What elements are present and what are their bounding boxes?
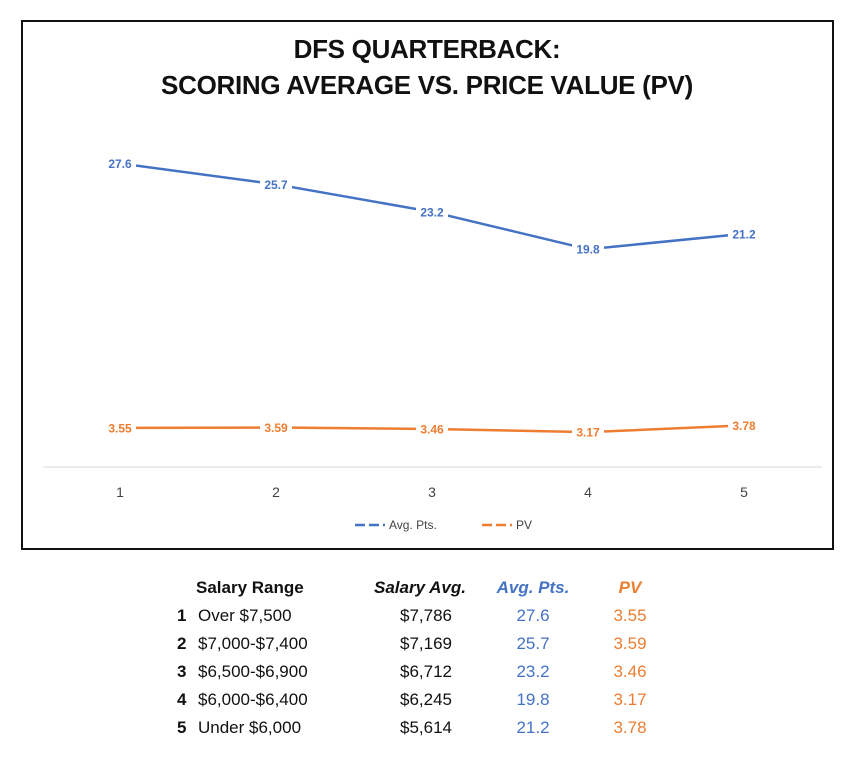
row-avg-pts: 21.2 (516, 718, 550, 737)
row-salary-range: $6,000-$6,400 (198, 690, 308, 709)
row-salary-avg: $6,712 (400, 662, 452, 681)
row-salary-avg: $6,245 (400, 690, 452, 709)
header-salary-range: Salary Range (196, 578, 304, 597)
legend-label-avg-pts: Avg. Pts. (389, 518, 437, 532)
row-avg-pts: 23.2 (516, 662, 550, 681)
row-salary-range: $7,000-$7,400 (198, 634, 308, 653)
data-label: 3.59 (264, 421, 288, 435)
table-row: 3 $6,500-$6,900 $6,712 23.2 3.46 (0, 658, 864, 686)
data-label: 27.6 (108, 157, 132, 171)
table-row: 1 Over $7,500 $7,786 27.6 3.55 (0, 602, 864, 630)
x-tick-label: 4 (584, 484, 592, 500)
row-number: 1 (177, 606, 187, 625)
x-tick-label: 1 (116, 484, 124, 500)
data-label: 21.2 (732, 227, 756, 241)
chart-frame: DFS QUARTERBACK: SCORING AVERAGE VS. PRI… (21, 20, 834, 550)
data-label-bg (728, 225, 760, 242)
table-row: 2 $7,000-$7,400 $7,169 25.7 3.59 (0, 630, 864, 658)
series-layer: 27.6 25.7 23.2 19.8 21.2 3.55 3.59 3.46 3.17 3.78 (104, 155, 760, 441)
data-label-bg (104, 419, 136, 436)
data-label-bg (572, 424, 604, 441)
x-tick-label: 2 (272, 484, 280, 500)
data-label: 3.78 (732, 419, 756, 433)
data-label-bg (728, 417, 760, 434)
table-row: 5 Under $6,000 $5,614 21.2 3.78 (0, 714, 864, 742)
header-avg-pts: Avg. Pts. (496, 578, 570, 597)
data-label-bg (416, 203, 448, 220)
row-number: 2 (177, 634, 187, 653)
data-label: 3.46 (420, 422, 444, 436)
row-salary-avg: $5,614 (400, 718, 452, 737)
data-table: Salary Range Salary Avg. Avg. Pts. PV 1 … (0, 570, 864, 750)
row-pv: 3.59 (613, 634, 647, 653)
row-pv: 3.55 (613, 606, 647, 625)
row-avg-pts: 27.6 (516, 606, 550, 625)
data-label-bg (572, 241, 604, 258)
row-salary-range: Over $7,500 (198, 606, 292, 625)
row-salary-avg: $7,169 (400, 634, 452, 653)
x-axis-ticks: 1 2 3 4 5 (116, 484, 748, 500)
row-salary-avg: $7,786 (400, 606, 452, 625)
x-tick-label: 5 (740, 484, 748, 500)
data-label: 25.7 (264, 178, 288, 192)
row-number: 5 (177, 718, 187, 737)
chart-title-line-2: SCORING AVERAGE VS. PRICE VALUE (PV) (161, 70, 693, 100)
row-pv: 3.78 (613, 718, 647, 737)
row-pv: 3.46 (613, 662, 647, 681)
data-label-bg (416, 420, 448, 437)
data-label: 3.55 (108, 421, 132, 435)
legend: Avg. Pts. PV (355, 518, 532, 532)
data-label-bg (260, 176, 292, 193)
data-label: 3.17 (576, 426, 600, 440)
header-pv: PV (618, 578, 642, 597)
line-chart: DFS QUARTERBACK: SCORING AVERAGE VS. PRI… (43, 34, 822, 532)
row-salary-range: $6,500-$6,900 (198, 662, 308, 681)
legend-label-pv: PV (516, 518, 532, 532)
table-row: 4 $6,000-$6,400 $6,245 19.8 3.17 (0, 686, 864, 714)
data-label: 19.8 (576, 243, 600, 257)
data-label: 23.2 (420, 205, 444, 219)
table-header-row: Salary Range Salary Avg. Avg. Pts. PV (0, 574, 864, 602)
row-pv: 3.17 (613, 690, 647, 709)
row-avg-pts: 19.8 (516, 690, 550, 709)
row-salary-range: Under $6,000 (198, 718, 302, 737)
data-label-bg (104, 155, 136, 172)
x-tick-label: 3 (428, 484, 436, 500)
chart-title-line-1: DFS QUARTERBACK: (294, 34, 561, 64)
row-avg-pts: 25.7 (516, 634, 550, 653)
header-salary-avg: Salary Avg. (374, 578, 466, 597)
row-number: 4 (177, 690, 187, 709)
row-number: 3 (177, 662, 187, 681)
data-label-bg (260, 419, 292, 436)
